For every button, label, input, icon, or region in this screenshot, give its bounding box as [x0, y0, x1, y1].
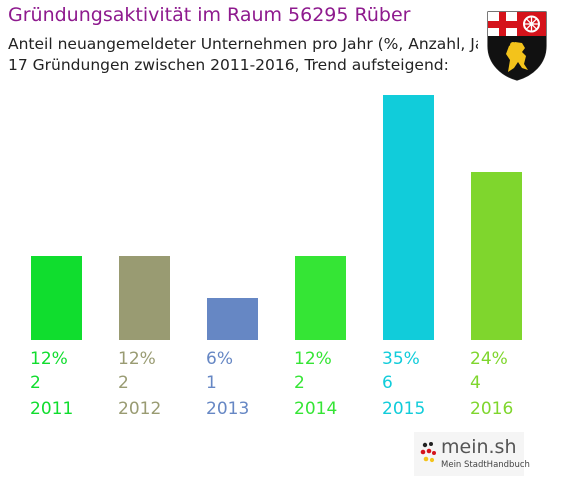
bar-percent-label-2016: 24% — [470, 349, 508, 369]
bar-2014 — [295, 256, 346, 340]
bar-year-label-2012: 2012 — [118, 399, 161, 419]
chart-title: Gründungsaktivität im Raum 56295 Rüber — [8, 4, 411, 26]
bar-percent-label-2015: 35% — [382, 349, 420, 369]
germany-flag-dots-icon — [420, 442, 436, 463]
bar-year-label-2011: 2011 — [30, 399, 73, 419]
bar-2012 — [119, 256, 170, 340]
bar-count-label-2012: 2 — [118, 373, 129, 393]
chart-subtitle-line-1: Anteil neuangemeldeter Unternehmen pro J… — [8, 35, 507, 53]
bar-year-label-2013: 2013 — [206, 399, 249, 419]
bar-2013 — [207, 298, 258, 340]
bar-count-label-2014: 2 — [294, 373, 305, 393]
rhineland-palatinate-coat-of-arms-icon — [478, 2, 556, 82]
bar-2016 — [471, 172, 522, 340]
logo-tagline: Mein StadtHandbuch — [441, 460, 530, 470]
bar-percent-label-2013: 6% — [206, 349, 233, 369]
bar-2015 — [383, 95, 434, 340]
bar-2011 — [31, 256, 82, 340]
bar-count-label-2013: 1 — [206, 373, 217, 393]
bar-count-label-2016: 4 — [470, 373, 481, 393]
bar-count-label-2011: 2 — [30, 373, 41, 393]
bar-year-label-2015: 2015 — [382, 399, 425, 419]
bar-percent-label-2012: 12% — [118, 349, 156, 369]
bar-year-label-2016: 2016 — [470, 399, 513, 419]
mein-sh-logo: mein.sh Mein StadtHandbuch — [414, 432, 530, 476]
chart-subtitle-line-2: 17 Gründungen zwischen 2011-2016, Trend … — [8, 56, 449, 74]
bar-year-label-2014: 2014 — [294, 399, 337, 419]
bar-percent-label-2014: 12% — [294, 349, 332, 369]
bar-percent-label-2011: 12% — [30, 349, 68, 369]
bar-count-label-2015: 6 — [382, 373, 393, 393]
logo-name: mein.sh — [441, 436, 517, 458]
